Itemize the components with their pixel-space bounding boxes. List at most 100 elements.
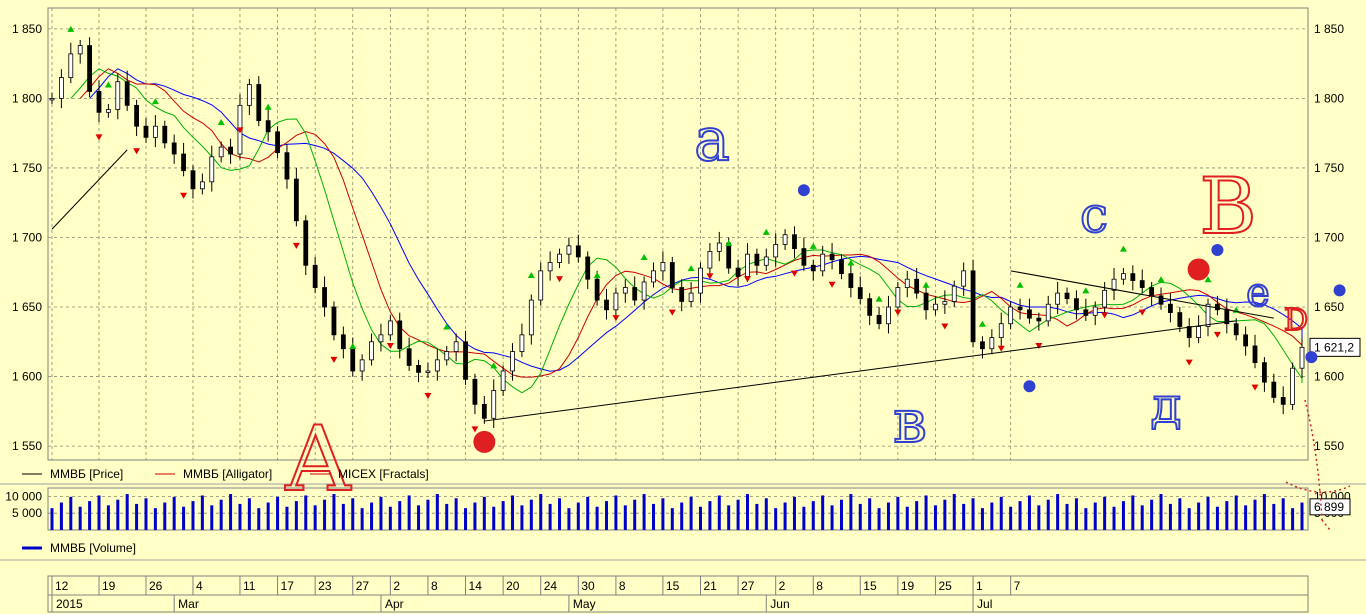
- current-value-tag: [1309, 337, 1361, 357]
- current-value-label: 1 621,2: [1314, 340, 1354, 354]
- price-bar-body: [134, 104, 139, 127]
- day-tick-label: 4: [196, 579, 203, 593]
- volume-bar: [877, 508, 881, 530]
- volume-bar: [360, 508, 364, 530]
- annotation-letter: A: [285, 407, 352, 512]
- trendline: [1010, 270, 1274, 319]
- volume-bar: [839, 499, 843, 530]
- alligator-teeth-line: [79, 68, 1303, 378]
- fractal-up-marker: [593, 272, 601, 279]
- volume-bar: [1131, 495, 1135, 530]
- price-bar-body: [942, 301, 948, 305]
- annotation-letter: д: [1151, 376, 1182, 434]
- price-bar-body: [876, 314, 882, 325]
- volume-bar: [153, 508, 157, 530]
- day-tick-label: 20: [506, 579, 520, 593]
- price-bar-body: [867, 298, 873, 316]
- volume-bar: [407, 495, 411, 530]
- price-bar-body: [463, 341, 468, 380]
- price-bar-body: [886, 306, 891, 325]
- annotation-letter: D: [1284, 303, 1308, 338]
- price-bar-body: [895, 287, 901, 308]
- volume-bar: [755, 503, 759, 530]
- price-bar-body: [284, 152, 290, 180]
- volume-bar: [247, 498, 251, 530]
- annotation-letter: B: [1199, 162, 1256, 252]
- fractal-up-marker: [762, 228, 770, 235]
- fractal-down-marker: [95, 134, 103, 141]
- alligator-jaw-line: [89, 68, 1303, 372]
- price-bar-body: [792, 234, 797, 250]
- day-tick-label: 17: [281, 579, 295, 593]
- price-panel: 1 550 1 550 1 600 1 600 1 650 1 650 1 700 1 700…: [12, 7, 1361, 461]
- price-bar-body: [105, 109, 111, 113]
- price-bar-body: [369, 341, 374, 361]
- price-bar-body: [1102, 289, 1108, 308]
- volume-bar: [999, 496, 1003, 530]
- day-tick-label: 21: [703, 579, 717, 593]
- volume-bar: [229, 494, 233, 530]
- volume-bar: [595, 506, 599, 530]
- volume-bar: [50, 508, 54, 530]
- price-bar-body: [500, 370, 506, 391]
- price-bar-body: [1158, 295, 1164, 305]
- price-bar-body: [472, 378, 478, 405]
- annotation-dot: [473, 430, 496, 453]
- volume-bar: [1272, 503, 1276, 530]
- legend-volume: ММВБ [Volume]: [22, 541, 136, 555]
- price-tick-label-left: 1 700: [12, 230, 42, 244]
- legend-fractals: MICEX [Fractals]: [310, 467, 429, 481]
- volume-bar: [78, 506, 82, 530]
- fractal-down-marker: [1213, 331, 1221, 338]
- volume-bar: [811, 501, 815, 530]
- day-tick-label: 23: [318, 579, 332, 593]
- volume-plot-area: [47, 487, 1309, 531]
- price-bar-body: [604, 299, 609, 311]
- volume-bar: [59, 502, 63, 530]
- price-tick-label-right: 1 700: [1314, 230, 1344, 244]
- price-tick-label-left: 1 600: [12, 370, 42, 384]
- volume-bar: [370, 502, 374, 530]
- price-bar-body: [434, 359, 440, 372]
- price-bar-body: [951, 285, 957, 302]
- volume-bar: [473, 502, 477, 530]
- volume-bar: [351, 498, 355, 530]
- volume-bar: [1300, 502, 1304, 530]
- annotation-letter: e: [1246, 270, 1270, 316]
- price-tick-label-right: 1 750: [1314, 161, 1344, 175]
- price-bar-body: [387, 320, 393, 336]
- volume-bar: [482, 496, 486, 530]
- volume-bar: [708, 501, 712, 530]
- volume-bar: [576, 502, 580, 530]
- volume-bar: [1234, 495, 1238, 530]
- volume-bar: [652, 503, 656, 530]
- volume-bar: [661, 498, 665, 530]
- volume-bar: [717, 495, 721, 530]
- volume-bar: [858, 503, 862, 530]
- fractal-down-marker: [941, 323, 949, 330]
- price-bar-body: [1121, 273, 1126, 280]
- day-tick-label: 24: [544, 579, 558, 593]
- volume-bar: [783, 502, 787, 530]
- volume-bar: [529, 499, 533, 530]
- volume-bar: [144, 498, 148, 530]
- price-bar-body: [124, 81, 130, 106]
- volume-bar: [1112, 506, 1116, 530]
- fractal-up-marker: [67, 25, 75, 32]
- price-bar-body: [998, 323, 1004, 339]
- price-bar-body: [698, 267, 703, 294]
- volume-bar: [1178, 498, 1182, 530]
- day-tick-label: 15: [666, 579, 680, 593]
- price-bar-body: [801, 248, 807, 266]
- price-bar-body: [1036, 317, 1042, 322]
- price-bar-body: [416, 365, 421, 373]
- month-label: Apr: [385, 597, 404, 611]
- time-axis-box: [47, 575, 1309, 613]
- price-bar-body: [669, 262, 675, 288]
- volume-bar: [426, 499, 430, 530]
- fractal-down-marker: [180, 192, 188, 199]
- volume-bar: [1121, 501, 1125, 530]
- day-tick-label: 25: [938, 579, 952, 593]
- price-bar-body: [1064, 292, 1070, 300]
- price-bar-body: [904, 278, 910, 288]
